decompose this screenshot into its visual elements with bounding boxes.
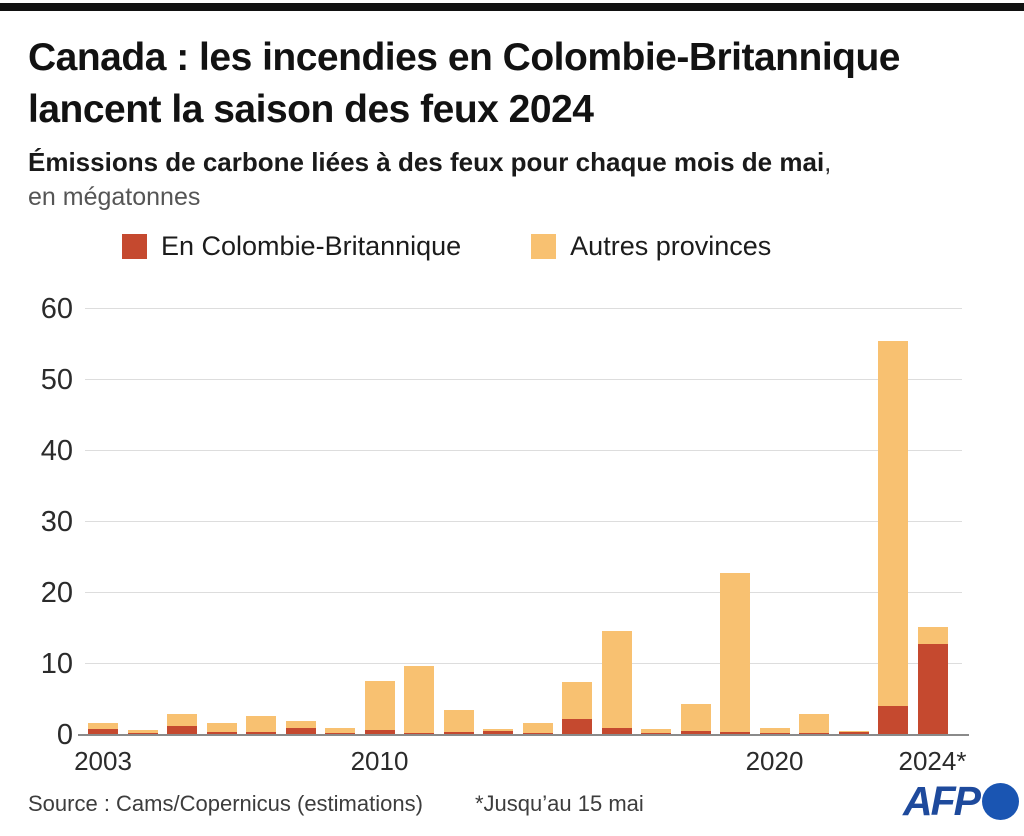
y-tick-label-40: 40	[40, 435, 73, 467]
subtitle-text: Émissions de carbone liées à des feux po…	[28, 147, 825, 177]
bar-2024-autres-provinces	[917, 626, 948, 644]
afp-logo-globe-icon	[982, 782, 1019, 820]
bar-2019-autres-provinces	[720, 573, 750, 733]
footnote: *Jusqu’au 15 mai	[475, 791, 644, 816]
bar-2011-colombie-britannique	[404, 732, 434, 734]
gridline-60	[85, 308, 962, 309]
gridline-20	[85, 592, 962, 593]
bar-2015-autres-provinces	[562, 681, 592, 720]
top-accent-bar	[0, 3, 1024, 11]
bar-2017-autres-provinces	[641, 728, 671, 733]
legend-swatch-0	[122, 234, 147, 259]
bar-2014-colombie-britannique	[522, 732, 553, 734]
bar-2009-colombie-britannique	[325, 732, 355, 734]
bar-2007-autres-provinces	[246, 716, 276, 732]
bar-chart-plot-area: 0 10 20 30 40 50 60 2003 2010 2020 2024*	[41, 293, 969, 776]
chart-subtitle: Émissions de carbone liées à des feux po…	[28, 147, 1008, 177]
gridline-40	[85, 450, 962, 451]
legend-label-0: En Colombie-Britannique	[161, 231, 462, 261]
y-tick-label-30: 30	[40, 506, 73, 538]
afp-logo: AFP	[903, 778, 1019, 824]
bar-2011-autres-provinces	[404, 665, 434, 733]
source-credit: Source : Cams/Copernicus (estimations)	[28, 791, 423, 816]
subtitle-comma: ,	[824, 147, 832, 177]
x-tick-label-2020: 2020	[745, 746, 804, 776]
bar-2020-autres-provinces	[759, 727, 790, 734]
y-tick-label-60: 60	[40, 293, 73, 325]
bar-2014-autres-provinces	[522, 723, 553, 733]
page-title: Canada : les incendies en Colombie-Brita…	[28, 32, 1008, 136]
bar-2003-autres-provinces	[88, 723, 118, 729]
bar-2013-colombie-britannique	[483, 731, 513, 734]
bar-2016-autres-provinces	[601, 631, 632, 728]
bar-2022-colombie-britannique	[838, 731, 869, 734]
bar-2021-autres-provinces	[799, 714, 829, 734]
x-tick-label-2003: 2003	[74, 746, 132, 776]
bar-2004-colombie-britannique	[127, 732, 158, 734]
bar-2018-autres-provinces	[680, 703, 711, 732]
bar-2023-autres-provinces	[878, 341, 908, 706]
bar-2006-autres-provinces	[206, 722, 237, 732]
legend-swatch-1	[531, 234, 557, 259]
bar-2017-colombie-britannique	[641, 732, 671, 734]
chart-legend: En Colombie-Britannique Autres provinces	[122, 231, 827, 262]
y-tick-label-20: 20	[40, 577, 73, 609]
bar-2018-colombie-britannique	[680, 731, 711, 734]
bar-2008-autres-provinces	[285, 720, 316, 729]
bar-2024-colombie-britannique	[917, 643, 948, 734]
bar-2021-colombie-britannique	[799, 733, 829, 734]
gridline-30	[85, 521, 962, 522]
chart-unit-label: en mégatonnes	[28, 183, 201, 211]
bar-2020-colombie-britannique	[759, 733, 790, 734]
bar-2007-colombie-britannique	[246, 731, 276, 734]
y-tick-label-50: 50	[40, 364, 73, 396]
bar-2023-colombie-britannique	[878, 705, 908, 734]
y-tick-label-10: 10	[40, 648, 73, 680]
bar-2015-colombie-britannique	[562, 719, 592, 734]
bar-2022-autres-provinces	[838, 730, 869, 732]
bar-2016-colombie-britannique	[601, 727, 632, 734]
gridline-50	[85, 379, 962, 380]
bar-2005-colombie-britannique	[167, 726, 197, 734]
bar-2009-autres-provinces	[325, 727, 355, 733]
y-tick-label-0: 0	[56, 719, 73, 751]
bar-2005-autres-provinces	[167, 714, 197, 727]
legend-label-1: Autres provinces	[570, 231, 772, 261]
bar-2003-colombie-britannique	[88, 729, 118, 734]
bar-2012-colombie-britannique	[443, 731, 474, 734]
bar-2013-autres-provinces	[483, 729, 513, 732]
bar-2010-autres-provinces	[364, 680, 395, 730]
x-tick-label-2010: 2010	[350, 746, 409, 776]
bar-2004-autres-provinces	[127, 729, 158, 733]
gridline-10	[85, 663, 962, 664]
bar-2006-colombie-britannique	[206, 731, 237, 734]
x-tick-label-2024: 2024*	[898, 746, 967, 776]
bar-2010-colombie-britannique	[364, 729, 395, 734]
bar-2019-colombie-britannique	[720, 732, 750, 734]
afp-logo-text: AFP	[903, 778, 981, 824]
bar-2012-autres-provinces	[443, 709, 474, 732]
bar-2008-colombie-britannique	[285, 728, 316, 734]
x-axis-line	[78, 734, 969, 736]
title-line-1: Canada : les incendies en Colombie-Brita…	[28, 36, 901, 79]
title-line-2: lancent la saison des feux 2024	[28, 88, 594, 131]
